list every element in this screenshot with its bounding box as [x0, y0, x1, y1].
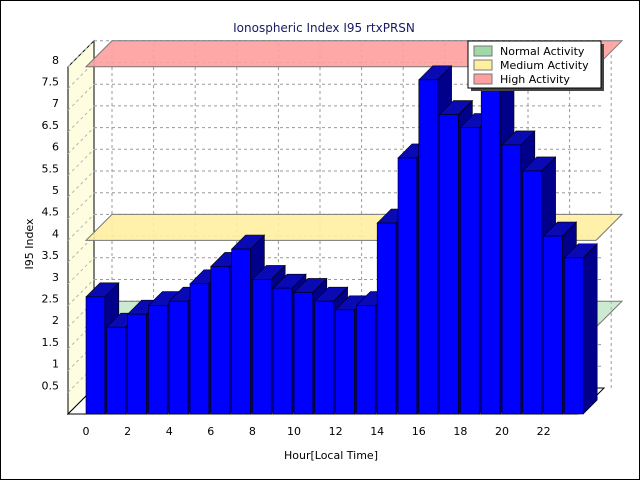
y-tick-label: 6.5 [42, 119, 60, 132]
bar [293, 292, 314, 415]
bar [543, 235, 563, 415]
gridline-side [67, 148, 95, 176]
x-tick-label: 18 [453, 425, 467, 438]
y-tick-label: 3.5 [42, 249, 60, 262]
y-tick-label: 4 [52, 227, 59, 240]
legend-swatch [473, 59, 493, 71]
gridline-side [67, 40, 95, 68]
y-tick-label: 0.5 [42, 379, 60, 392]
x-tick-label: 2 [124, 425, 131, 438]
x-tick-label: 4 [166, 425, 173, 438]
bar [480, 83, 501, 415]
bar [252, 279, 272, 415]
y-tick-label: 5.5 [42, 162, 60, 175]
bar [501, 144, 522, 415]
bar [148, 305, 168, 415]
bar [418, 79, 438, 415]
y-axis-ticks: 0.5 1 1.5 2 2.5 3 3.5 4 4.5 5 5.5 6 6.5 7 7.5 8 [42, 54, 60, 392]
y-axis-label: I95 Index [23, 218, 36, 270]
x-tick-label: 6 [207, 425, 214, 438]
bar [564, 257, 584, 415]
legend-label: Normal Activity [500, 45, 585, 58]
x-tick-label: 8 [249, 425, 256, 438]
y-tick-label: 6 [52, 141, 59, 154]
bars [85, 65, 598, 415]
y-tick-label: 7 [52, 97, 59, 110]
x-tick-label: 12 [329, 425, 343, 438]
x-tick-label: 14 [370, 425, 384, 438]
gridline-side [67, 279, 95, 306]
bar [522, 170, 542, 415]
y-tick-label: 2.5 [42, 293, 60, 306]
bar [439, 114, 459, 415]
chart-title: Ionospheric Index I95 rtxPRSN [233, 21, 415, 35]
bar [314, 300, 334, 415]
y-tick-label: 1.5 [42, 336, 60, 349]
x-tick-label: 22 [537, 425, 551, 438]
y-tick-label: 1 [52, 358, 59, 371]
bar [397, 157, 418, 415]
bar [356, 305, 376, 415]
legend-swatch [473, 45, 493, 57]
gridline-side [67, 105, 95, 133]
y-tick-label: 7.5 [42, 76, 60, 89]
gridline-side [67, 127, 95, 154]
bar [210, 266, 230, 415]
x-tick-label: 10 [287, 425, 301, 438]
gridline-side [67, 257, 95, 285]
legend-swatch [473, 73, 493, 85]
x-tick-label: 16 [412, 425, 426, 438]
bar [335, 309, 355, 415]
gridline-side [67, 170, 95, 198]
y-tick-label: 8 [52, 54, 59, 67]
x-tick-label: 0 [83, 425, 90, 438]
gridline-side [67, 83, 95, 111]
y-tick-label: 4.5 [42, 206, 60, 219]
x-tick-label: 20 [495, 425, 509, 438]
gridline-side [67, 214, 95, 241]
legend-label: Medium Activity [500, 59, 589, 72]
bar [231, 248, 251, 415]
bar [85, 296, 106, 415]
bar [168, 300, 189, 415]
bar [272, 287, 293, 415]
bar-side [582, 243, 598, 415]
y-tick-label: 5 [52, 184, 59, 197]
bar [189, 283, 210, 415]
bar [106, 326, 126, 415]
x-axis-ticks: 0 2 4 6 8 10 12 14 16 18 20 22 [83, 425, 551, 438]
y-tick-label: 3 [52, 271, 59, 284]
x-axis-label: Hour[Local Time] [284, 449, 378, 462]
legend-label: High Activity [500, 73, 570, 86]
y-tick-label: 2 [52, 314, 59, 327]
bar [127, 313, 147, 415]
bar [460, 127, 480, 415]
gridline-side [67, 192, 95, 220]
bar [376, 222, 397, 415]
